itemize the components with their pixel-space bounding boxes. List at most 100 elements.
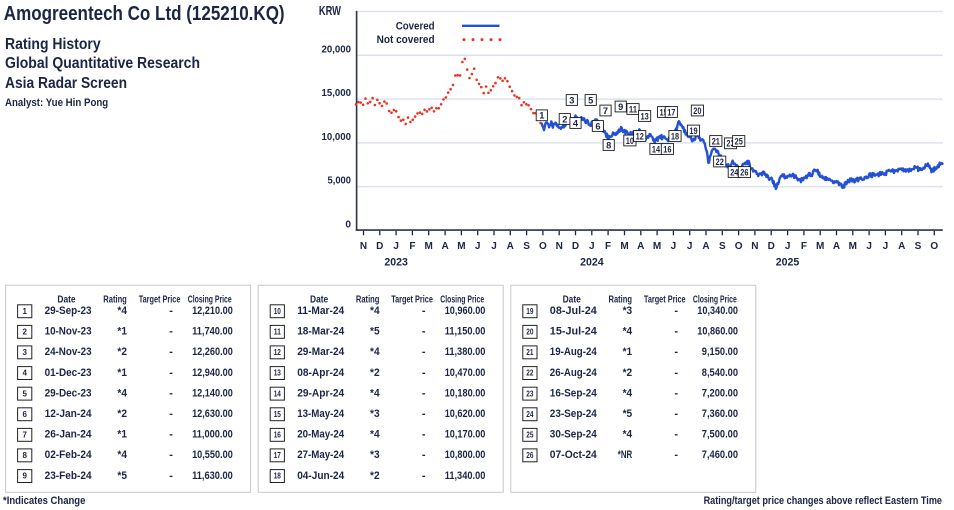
svg-text:16-Sep-24: 16-Sep-24 xyxy=(550,387,598,399)
svg-text:*4: *4 xyxy=(117,449,127,461)
svg-text:10,620.00: 10,620.00 xyxy=(445,408,486,420)
svg-text:10,340.00: 10,340.00 xyxy=(697,305,738,317)
svg-text:20: 20 xyxy=(526,328,534,337)
svg-text:07-Oct-24: 07-Oct-24 xyxy=(550,449,598,461)
svg-text:2: 2 xyxy=(562,114,567,124)
svg-text:*4: *4 xyxy=(623,429,633,441)
svg-text:15: 15 xyxy=(660,107,668,117)
svg-text:29-Sep-23: 29-Sep-23 xyxy=(45,305,92,317)
svg-text:23-Sep-24: 23-Sep-24 xyxy=(550,408,598,420)
svg-text:4: 4 xyxy=(22,369,27,378)
svg-text:-: - xyxy=(169,408,173,420)
svg-text:O: O xyxy=(539,241,547,252)
svg-text:22: 22 xyxy=(526,369,534,378)
svg-text:6: 6 xyxy=(22,410,27,419)
svg-text:4: 4 xyxy=(573,118,579,128)
svg-text:01-Dec-23: 01-Dec-23 xyxy=(45,367,92,379)
svg-text:*4: *4 xyxy=(370,387,380,399)
svg-text:18: 18 xyxy=(274,472,282,481)
svg-text:*2: *2 xyxy=(117,408,127,420)
svg-text:Closing Price: Closing Price xyxy=(693,294,737,305)
svg-text:-: - xyxy=(169,367,173,379)
svg-text:A: A xyxy=(898,241,905,252)
svg-text:12,260.00: 12,260.00 xyxy=(192,346,233,358)
svg-text:27-May-24: 27-May-24 xyxy=(297,449,345,461)
svg-text:20: 20 xyxy=(693,106,701,116)
svg-text:*2: *2 xyxy=(370,367,380,379)
svg-text:23-Feb-24: 23-Feb-24 xyxy=(45,470,93,482)
svg-text:14: 14 xyxy=(274,389,282,398)
svg-text:10,860.00: 10,860.00 xyxy=(697,326,738,338)
svg-text:9: 9 xyxy=(22,472,27,481)
svg-text:25: 25 xyxy=(526,431,534,440)
svg-text:-: - xyxy=(674,326,678,338)
svg-text:-: - xyxy=(674,429,678,441)
svg-text:Closing Price: Closing Price xyxy=(188,294,232,305)
svg-text:26: 26 xyxy=(526,451,534,460)
svg-text:24: 24 xyxy=(730,167,739,177)
svg-text:-: - xyxy=(422,326,426,338)
svg-text:Amogreentech Co Ltd (125210.KQ: Amogreentech Co Ltd (125210.KQ) xyxy=(4,3,285,25)
svg-text:Covered: Covered xyxy=(396,20,435,32)
svg-text:Global Quantitative Research: Global Quantitative Research xyxy=(5,55,200,72)
svg-text:15-Jul-24: 15-Jul-24 xyxy=(550,326,598,338)
svg-text:23: 23 xyxy=(526,389,534,398)
svg-text:13: 13 xyxy=(641,111,649,121)
svg-text:Asia Radar Screen: Asia Radar Screen xyxy=(5,75,127,92)
svg-text:O: O xyxy=(930,241,938,252)
svg-text:J: J xyxy=(671,241,677,252)
svg-text:Target Price: Target Price xyxy=(644,294,686,305)
svg-text:11-Mar-24: 11-Mar-24 xyxy=(297,305,345,317)
svg-text:11,000.00: 11,000.00 xyxy=(192,429,233,441)
svg-text:9: 9 xyxy=(618,102,623,112)
svg-text:*3: *3 xyxy=(370,449,380,461)
svg-text:5: 5 xyxy=(22,389,27,398)
svg-text:J: J xyxy=(393,241,399,252)
svg-text:A: A xyxy=(833,241,840,252)
svg-text:15: 15 xyxy=(274,410,282,419)
svg-text:11: 11 xyxy=(274,328,282,337)
svg-text:M: M xyxy=(457,241,465,252)
svg-text:Date: Date xyxy=(310,294,329,305)
svg-text:-: - xyxy=(422,449,426,461)
svg-text:-: - xyxy=(422,367,426,379)
svg-text:12,630.00: 12,630.00 xyxy=(192,408,233,420)
svg-text:12,140.00: 12,140.00 xyxy=(192,387,233,399)
svg-text:*NR: *NR xyxy=(618,449,632,461)
svg-text:*1: *1 xyxy=(117,429,127,441)
svg-text:Rating History: Rating History xyxy=(5,36,101,53)
svg-text:13: 13 xyxy=(274,369,282,378)
svg-text:21: 21 xyxy=(712,136,720,146)
svg-text:1: 1 xyxy=(22,307,27,316)
svg-text:A: A xyxy=(441,241,448,252)
svg-text:S: S xyxy=(719,241,726,252)
svg-text:*4: *4 xyxy=(370,305,380,317)
svg-text:Rating: Rating xyxy=(103,294,127,305)
svg-text:D: D xyxy=(572,241,579,252)
svg-text:08-Apr-24: 08-Apr-24 xyxy=(297,367,345,379)
svg-text:Target Price: Target Price xyxy=(139,294,181,305)
svg-text:18: 18 xyxy=(671,131,679,141)
svg-text:Rating: Rating xyxy=(609,294,633,305)
svg-text:19: 19 xyxy=(526,307,534,316)
svg-text:Analyst: Yue Hin Pong: Analyst: Yue Hin Pong xyxy=(5,97,108,109)
svg-text:Closing Price: Closing Price xyxy=(440,294,484,305)
svg-text:F: F xyxy=(801,241,807,252)
svg-text:-: - xyxy=(422,346,426,358)
svg-text:19-Aug-24: 19-Aug-24 xyxy=(550,346,598,358)
svg-text:J: J xyxy=(589,241,595,252)
svg-text:26: 26 xyxy=(740,167,748,177)
svg-text:8: 8 xyxy=(606,140,611,150)
svg-text:29-Mar-24: 29-Mar-24 xyxy=(297,346,345,358)
svg-text:26-Aug-24: 26-Aug-24 xyxy=(550,367,598,379)
svg-text:O: O xyxy=(735,241,743,252)
svg-text:11,150.00: 11,150.00 xyxy=(445,326,486,338)
svg-text:12,940.00: 12,940.00 xyxy=(192,367,233,379)
svg-text:A: A xyxy=(507,241,514,252)
svg-text:-: - xyxy=(422,305,426,317)
svg-text:-: - xyxy=(674,305,678,317)
svg-text:8,540.00: 8,540.00 xyxy=(702,367,738,379)
svg-text:10,180.00: 10,180.00 xyxy=(445,387,486,399)
svg-text:29-Dec-23: 29-Dec-23 xyxy=(45,387,92,399)
svg-text:24: 24 xyxy=(526,410,534,419)
